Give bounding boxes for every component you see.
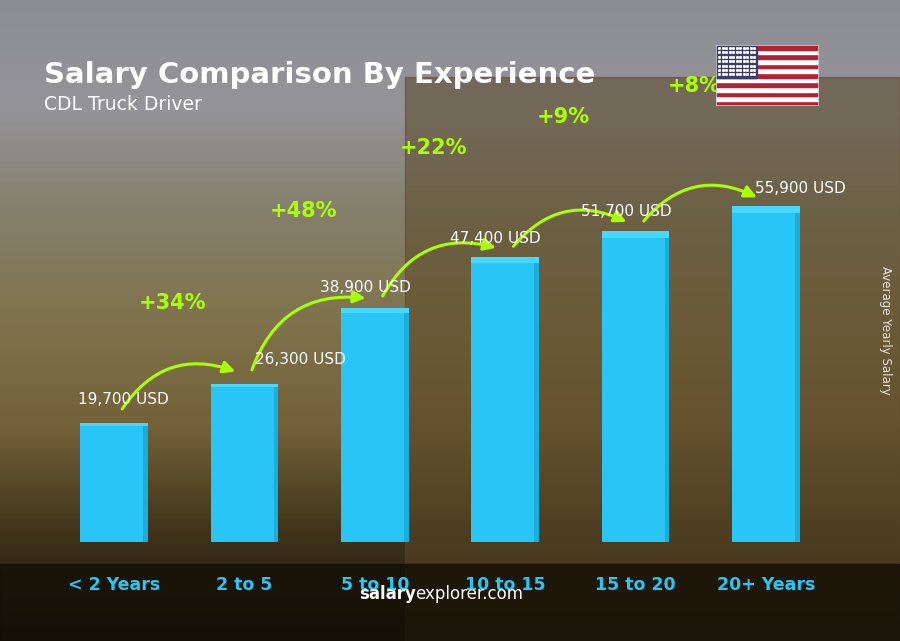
Bar [143,426,148,542]
Text: +34%: +34% [140,293,207,313]
Text: 20+ Years: 20+ Years [716,576,815,594]
Bar [716,96,819,101]
Bar [716,73,819,78]
Text: 26,300 USD: 26,300 USD [255,351,346,367]
Bar [601,238,670,542]
Text: salary: salary [359,585,416,603]
Bar [732,213,800,542]
Bar [472,257,539,263]
Bar [80,426,148,542]
Bar [716,69,819,73]
Bar [601,231,670,238]
Bar [716,54,819,59]
Text: 19,700 USD: 19,700 USD [77,392,168,407]
Text: +8%: +8% [668,76,721,96]
Bar [274,387,278,542]
Text: CDL Truck Driver: CDL Truck Driver [44,96,202,114]
Text: 10 to 15: 10 to 15 [464,576,545,594]
Bar [404,313,409,542]
Bar [341,313,409,542]
Bar [716,82,819,87]
Bar [211,387,278,542]
Text: +22%: +22% [400,138,467,158]
Text: 2 to 5: 2 to 5 [216,576,273,594]
Bar [716,101,819,106]
Bar [716,45,819,49]
Bar [80,423,148,426]
Bar [211,384,278,387]
Bar [716,59,819,63]
Text: < 2 Years: < 2 Years [68,576,160,594]
Bar [716,87,819,92]
Text: +48%: +48% [269,201,337,221]
Text: Salary Comparison By Experience: Salary Comparison By Experience [44,62,596,90]
Bar [716,45,757,78]
Text: Average Yearly Salary: Average Yearly Salary [879,266,892,394]
Bar [472,263,539,542]
Text: 38,900 USD: 38,900 USD [320,281,411,296]
Bar [795,213,800,542]
Bar [716,49,819,54]
Text: explorer.com: explorer.com [416,585,524,603]
Bar [341,308,409,313]
Text: 51,700 USD: 51,700 USD [580,204,671,219]
Text: +9%: +9% [537,106,590,127]
Bar [535,263,539,542]
Text: 55,900 USD: 55,900 USD [755,181,846,196]
Bar [716,78,819,82]
Bar [664,238,670,542]
Bar [716,92,819,96]
Text: 15 to 20: 15 to 20 [595,576,676,594]
Text: 5 to 10: 5 to 10 [340,576,410,594]
Text: 47,400 USD: 47,400 USD [450,231,541,246]
Bar [732,206,800,213]
Bar [716,63,819,69]
